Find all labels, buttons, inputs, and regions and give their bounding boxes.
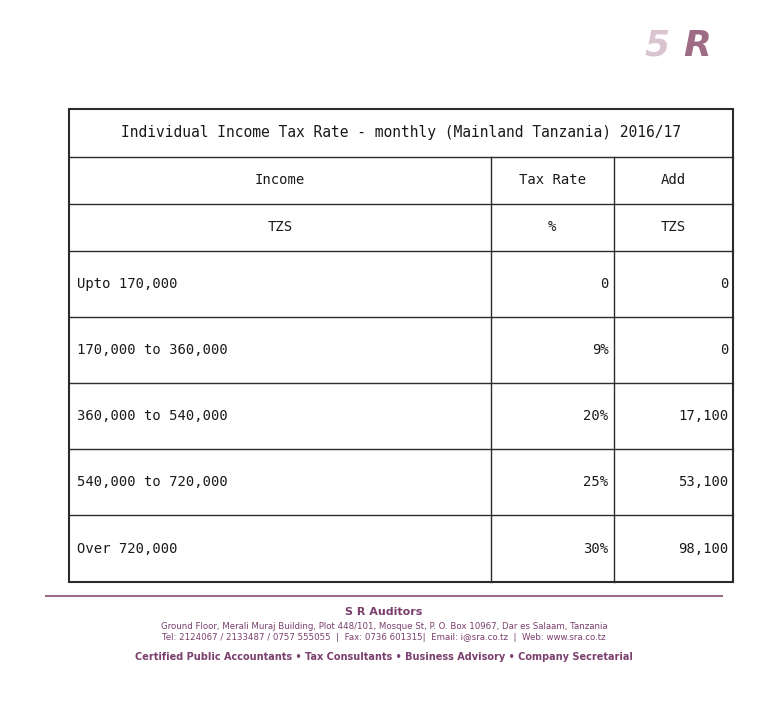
Text: Tax Rate: Tax Rate bbox=[519, 173, 586, 187]
Text: TZS: TZS bbox=[661, 221, 687, 234]
Text: 0: 0 bbox=[600, 277, 608, 291]
Text: Certified Public Accountants • Tax Consultants • Business Advisory • Company Sec: Certified Public Accountants • Tax Consu… bbox=[135, 652, 633, 662]
Text: 20%: 20% bbox=[584, 410, 608, 423]
Text: 30%: 30% bbox=[584, 541, 608, 556]
Text: Upto 170,000: Upto 170,000 bbox=[77, 277, 177, 291]
Text: 0: 0 bbox=[720, 277, 728, 291]
Text: 53,100: 53,100 bbox=[678, 475, 728, 489]
Text: 98,100: 98,100 bbox=[678, 541, 728, 556]
Text: TZS: TZS bbox=[267, 221, 293, 234]
Text: 0: 0 bbox=[720, 343, 728, 357]
Text: Income: Income bbox=[255, 173, 305, 187]
Text: Individual Income Tax Rate - monthly (Mainland Tanzania) 2016/17: Individual Income Tax Rate - monthly (Ma… bbox=[121, 125, 681, 140]
Text: 9%: 9% bbox=[591, 343, 608, 357]
Text: 170,000 to 360,000: 170,000 to 360,000 bbox=[77, 343, 227, 357]
Text: R: R bbox=[684, 29, 711, 63]
Text: Tel: 2124067 / 2133487 / 0757 555055  |  Fax: 0736 601315|  Email: i@sra.co.tz  : Tel: 2124067 / 2133487 / 0757 555055 | F… bbox=[162, 633, 606, 642]
Bar bbox=[69, 109, 733, 582]
Text: 540,000 to 720,000: 540,000 to 720,000 bbox=[77, 475, 227, 489]
Text: 5: 5 bbox=[644, 29, 669, 63]
Text: 360,000 to 540,000: 360,000 to 540,000 bbox=[77, 410, 227, 423]
Text: 25%: 25% bbox=[584, 475, 608, 489]
Text: Ground Floor, Merali Muraj Building, Plot 448/101, Mosque St, P. O. Box 10967, D: Ground Floor, Merali Muraj Building, Plo… bbox=[161, 622, 607, 630]
Text: Over 720,000: Over 720,000 bbox=[77, 541, 177, 556]
Text: Add: Add bbox=[661, 173, 687, 187]
Text: 17,100: 17,100 bbox=[678, 410, 728, 423]
Text: %: % bbox=[548, 221, 557, 234]
Text: S R Auditors: S R Auditors bbox=[346, 607, 422, 617]
